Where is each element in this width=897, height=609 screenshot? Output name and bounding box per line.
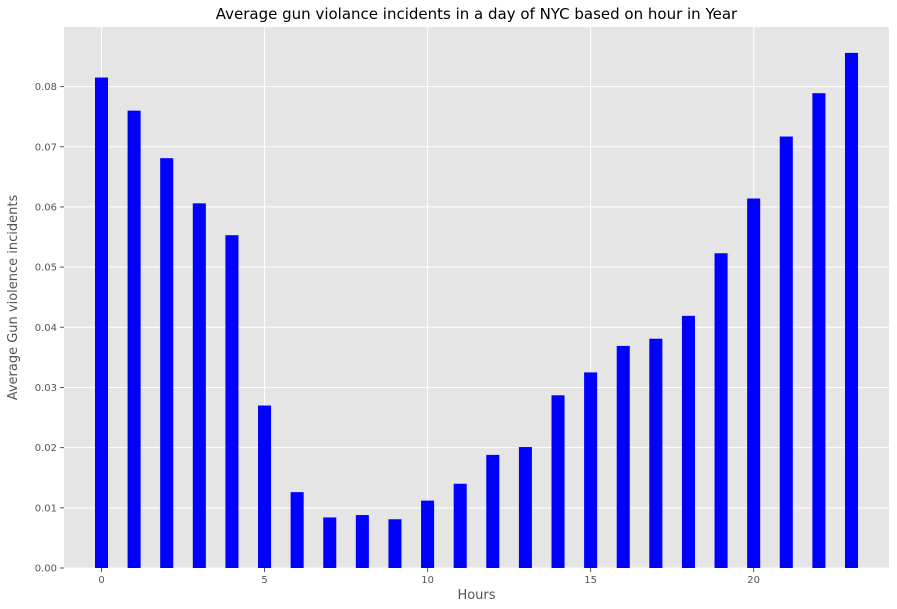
bar-hour-7 <box>323 517 337 568</box>
bar-hour-13 <box>518 447 532 568</box>
bar-hour-21 <box>779 136 793 568</box>
bar-hour-0 <box>94 77 109 568</box>
x-tick-label: 20 <box>747 575 760 586</box>
bar-hour-18 <box>681 315 695 568</box>
y-tick-label: 0.02 <box>35 443 57 454</box>
x-tick-label: 15 <box>584 575 597 586</box>
bar-hour-20 <box>747 198 761 568</box>
bar-hour-12 <box>486 454 500 568</box>
bar-hour-17 <box>649 338 663 568</box>
bar-hour-10 <box>421 500 435 568</box>
x-tick-label: 5 <box>261 575 267 586</box>
y-tick-label: 0.05 <box>35 263 57 274</box>
y-axis-label: Average Gun violence incidents <box>6 194 21 400</box>
chart-title: Average gun violance incidents in a day … <box>216 5 738 23</box>
bars <box>94 52 859 569</box>
x-tick-label: 0 <box>98 575 104 586</box>
y-axis-ticks: 0.00 0.01 0.02 0.03 0.04 0.05 0.06 0.07 0.08 <box>35 82 64 575</box>
y-tick-label: 0.06 <box>35 202 57 213</box>
y-tick-label: 0.08 <box>35 82 57 93</box>
y-tick-label: 0.04 <box>35 323 57 334</box>
bar-hour-16 <box>616 345 630 568</box>
bar-hour-23 <box>844 52 859 569</box>
y-tick-label: 0.00 <box>35 564 57 575</box>
bar-hour-15 <box>584 372 598 568</box>
x-axis-ticks: 0 5 10 15 20 <box>98 568 760 586</box>
bar-hour-22 <box>812 93 826 568</box>
bar-hour-9 <box>388 519 402 568</box>
bar-hour-8 <box>355 515 369 568</box>
x-axis-label: Hours <box>457 588 495 603</box>
bar-hour-14 <box>551 395 565 568</box>
y-tick-label: 0.07 <box>35 142 57 153</box>
bar-hour-3 <box>192 203 206 568</box>
bar-hour-1 <box>127 110 141 568</box>
x-tick-label: 10 <box>421 575 434 586</box>
bar-hour-4 <box>225 235 239 568</box>
bar-hour-6 <box>290 492 304 568</box>
bar-hour-19 <box>714 253 728 569</box>
y-tick-label: 0.01 <box>35 503 57 514</box>
bar-hour-5 <box>258 405 272 568</box>
bar-hour-2 <box>160 158 174 568</box>
y-tick-label: 0.03 <box>35 383 57 394</box>
bar-hour-11 <box>453 483 467 568</box>
plot-area <box>64 27 889 568</box>
